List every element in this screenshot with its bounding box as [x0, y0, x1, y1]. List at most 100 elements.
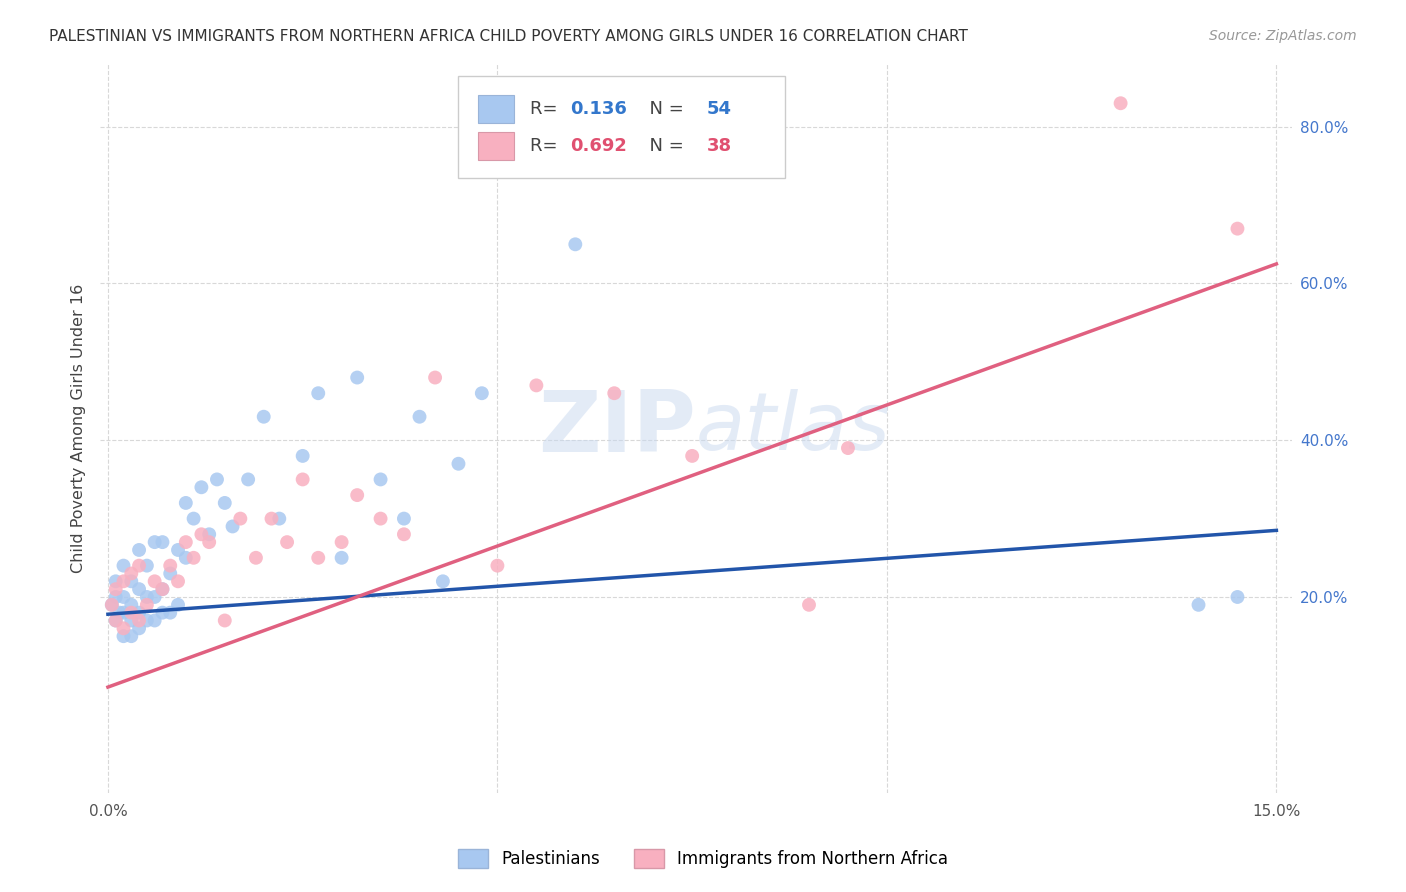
Point [370, 472, 392, 486]
Point [159, 566, 181, 581]
Point [143, 535, 166, 549]
Text: R=: R= [530, 100, 564, 119]
Point [564, 237, 586, 252]
Point [174, 550, 197, 565]
Point [330, 550, 353, 565]
Point [260, 511, 283, 525]
Point [346, 370, 368, 384]
Point [1226, 221, 1249, 235]
Text: 54: 54 [707, 100, 731, 119]
Point [104, 574, 127, 589]
Point [471, 386, 494, 401]
Point [152, 606, 174, 620]
Point [198, 527, 221, 541]
Point [112, 574, 135, 589]
Point [143, 614, 166, 628]
Point [104, 582, 127, 596]
Point [1109, 96, 1132, 111]
Point [307, 386, 329, 401]
Point [370, 511, 392, 525]
Point [152, 535, 174, 549]
Point [346, 488, 368, 502]
Point [190, 480, 212, 494]
Point [291, 472, 314, 486]
Point [1226, 590, 1249, 604]
Point [214, 496, 236, 510]
Point [135, 598, 157, 612]
Point [128, 543, 150, 558]
Point [229, 511, 252, 525]
Point [214, 614, 236, 628]
Point [143, 590, 166, 604]
Point [408, 409, 430, 424]
Point [152, 582, 174, 596]
Point [253, 409, 276, 424]
Point [524, 378, 547, 392]
Point [183, 550, 205, 565]
Point [167, 543, 190, 558]
Point [101, 598, 124, 612]
Point [128, 606, 150, 620]
Point [307, 550, 329, 565]
Point [128, 582, 150, 596]
Legend: Palestinians, Immigrants from Northern Africa: Palestinians, Immigrants from Northern A… [450, 840, 956, 877]
Point [221, 519, 243, 533]
Point [120, 574, 142, 589]
Point [159, 558, 181, 573]
Point [190, 527, 212, 541]
Point [392, 527, 415, 541]
Bar [478, 95, 513, 123]
Point [104, 614, 127, 628]
Point [120, 629, 142, 643]
Point [1187, 598, 1209, 612]
Point [135, 590, 157, 604]
Point [245, 550, 267, 565]
Point [236, 472, 259, 486]
Point [128, 621, 150, 635]
Point [152, 582, 174, 596]
Text: 38: 38 [707, 136, 733, 154]
Point [135, 614, 157, 628]
Text: N =: N = [638, 100, 689, 119]
Point [120, 566, 142, 581]
FancyBboxPatch shape [458, 77, 786, 178]
Text: R=: R= [530, 136, 564, 154]
Point [112, 590, 135, 604]
Point [330, 535, 353, 549]
Text: 0.136: 0.136 [569, 100, 627, 119]
Point [447, 457, 470, 471]
Point [159, 606, 181, 620]
Point [120, 606, 142, 620]
Point [112, 606, 135, 620]
Point [143, 574, 166, 589]
Point [167, 598, 190, 612]
Point [603, 386, 626, 401]
Point [174, 496, 197, 510]
Point [276, 535, 298, 549]
Point [681, 449, 703, 463]
Point [128, 558, 150, 573]
Point [486, 558, 509, 573]
Text: 0.692: 0.692 [569, 136, 627, 154]
Point [423, 370, 446, 384]
Point [432, 574, 454, 589]
Text: ZIP: ZIP [538, 387, 696, 470]
Point [120, 614, 142, 628]
Point [135, 558, 157, 573]
Text: PALESTINIAN VS IMMIGRANTS FROM NORTHERN AFRICA CHILD POVERTY AMONG GIRLS UNDER 1: PALESTINIAN VS IMMIGRANTS FROM NORTHERN … [49, 29, 969, 44]
Point [183, 511, 205, 525]
Point [837, 441, 859, 455]
Text: atlas: atlas [696, 390, 891, 467]
Point [112, 629, 135, 643]
Point [104, 590, 127, 604]
Point [108, 606, 131, 620]
Point [104, 614, 127, 628]
Point [392, 511, 415, 525]
Point [112, 621, 135, 635]
Bar [478, 132, 513, 160]
Point [112, 558, 135, 573]
Point [128, 614, 150, 628]
Point [167, 574, 190, 589]
Y-axis label: Child Poverty Among Girls Under 16: Child Poverty Among Girls Under 16 [72, 284, 86, 573]
Point [120, 598, 142, 612]
